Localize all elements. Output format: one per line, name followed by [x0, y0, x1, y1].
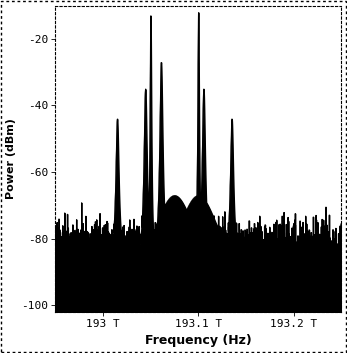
Y-axis label: Power (dBm): Power (dBm) [6, 118, 16, 199]
X-axis label: Frequency (Hz): Frequency (Hz) [145, 334, 252, 347]
